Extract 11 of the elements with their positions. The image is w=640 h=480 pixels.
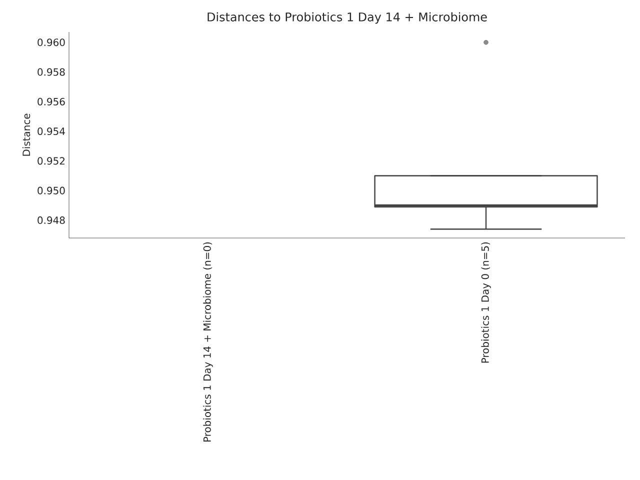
y-tick-label: 0.954: [38, 128, 65, 136]
x-tick-label: Probiotics 1 Day 0 (n=5): [481, 242, 491, 363]
y-tick-label: 0.948: [38, 216, 65, 224]
y-axis-title: Distance: [22, 114, 30, 156]
y-tick-label: 0.950: [38, 186, 65, 194]
y-tick-label: 0.952: [38, 157, 64, 165]
y-tick-label: 0.958: [38, 68, 65, 76]
y-tick-label: 0.960: [38, 38, 65, 46]
y-tick-label: 0.956: [38, 98, 65, 106]
chart-title: Distances to Probiotics 1 Day 14 + Microbiome: [208, 12, 487, 24]
x-tick-label: Probiotics 1 Day 14 + Microbiome (n=0): [203, 242, 213, 442]
